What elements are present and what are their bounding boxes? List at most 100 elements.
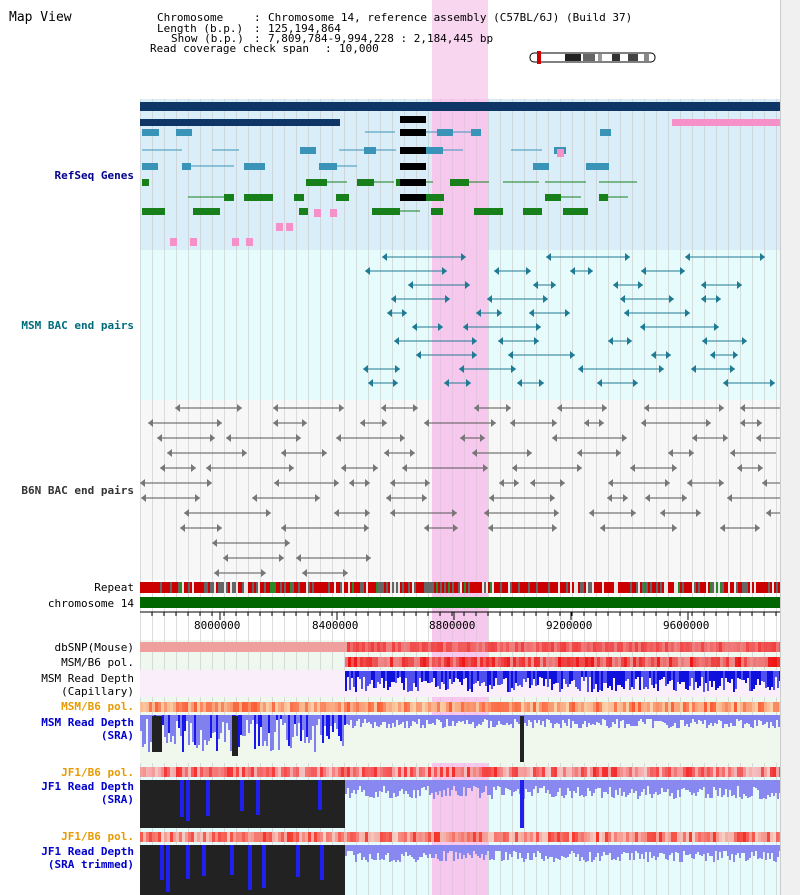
- jf1-sra-bar: [689, 780, 691, 792]
- b6n-bac-end: [210, 434, 215, 442]
- msm-pol-mark: [522, 657, 525, 667]
- repeat-mark: [530, 582, 532, 593]
- jf1-trim-bar: [505, 845, 507, 852]
- track-label-b6n-bac[interactable]: B6N BAC end pairs: [21, 484, 134, 497]
- repeat-mark: [576, 582, 578, 593]
- track-label-msm-bac[interactable]: MSM BAC end pairs: [21, 319, 134, 332]
- jf1-trim-bar: [695, 845, 697, 854]
- msm-sra-bar: [268, 715, 270, 733]
- dbsnp-mark: [221, 642, 224, 652]
- msm-sra-bar: [670, 715, 672, 727]
- jf1-pol-mark: [329, 767, 332, 777]
- jf1-sra-bar: [607, 780, 609, 794]
- b6n-bac-end: [616, 449, 621, 457]
- track-label-refseq[interactable]: RefSeq Genes: [54, 169, 134, 182]
- repeat-mark: [140, 582, 142, 593]
- jf1-pol-mark: [662, 767, 665, 777]
- jf1-pol-mark: [503, 767, 506, 777]
- b6n-bac-end: [584, 419, 589, 427]
- msm-pol2-mark: [770, 702, 773, 712]
- jf1-pol-mark: [140, 767, 143, 777]
- jf1-pol2-mark: [623, 832, 626, 842]
- msm-capillary-bar: [363, 671, 365, 677]
- dbsnp-mark: [380, 642, 383, 652]
- msm-sra-bar: [586, 715, 588, 727]
- msm-capillary-bar: [497, 671, 499, 685]
- msm-bac-end: [760, 253, 765, 261]
- msm-capillary-bar: [645, 671, 647, 687]
- dbsnp-mark: [545, 642, 548, 652]
- jf1-pol2-mark: [656, 832, 659, 842]
- msm-capillary-bar: [499, 671, 501, 685]
- jf1-pol-mark: [749, 767, 752, 777]
- repeat-mark: [240, 582, 242, 593]
- jf1-trim-bar: [551, 845, 553, 857]
- msm-pol2-mark: [494, 702, 497, 712]
- jf1-pol-mark: [194, 767, 197, 777]
- msm-pol2-mark: [305, 702, 308, 712]
- dbsnp-mark: [425, 642, 428, 652]
- dbsnp-mark: [452, 642, 455, 652]
- msm-capillary-bar: [659, 671, 661, 680]
- msm-sra-bar: [612, 715, 614, 722]
- jf1-trim-bar: [665, 845, 667, 859]
- jf1-trim-blue: [166, 845, 170, 892]
- jf1-trim-bar: [657, 845, 659, 857]
- jf1-sra-bar: [541, 780, 543, 788]
- jf1-pol2-mark: [572, 832, 575, 842]
- jf1-trim-bar: [737, 845, 739, 853]
- dbsnp-mark: [683, 642, 686, 652]
- msm-pol-mark: [426, 657, 429, 667]
- msm-sra-bar: [644, 715, 646, 724]
- msm-pol2-mark: [326, 702, 329, 712]
- jf1-pol-mark: [305, 767, 308, 777]
- repeat-mark: [318, 582, 320, 593]
- msm-bac-end: [497, 309, 502, 317]
- jf1-trim-bar: [403, 845, 405, 856]
- msm-capillary-bar: [711, 671, 713, 687]
- jf1-pol-mark: [170, 767, 173, 777]
- dbsnp-mark: [677, 642, 680, 652]
- msm-bac-end: [546, 253, 551, 261]
- msm-capillary-bar: [635, 671, 637, 679]
- jf1-sra-bar: [753, 780, 755, 787]
- jf1-sra-bar: [387, 780, 389, 791]
- msm-sra-bar: [356, 715, 358, 721]
- msm-sra-bar: [622, 715, 624, 720]
- dbsnp-mark: [323, 642, 326, 652]
- dbsnp-mark: [641, 642, 644, 652]
- msm-sra-bar: [192, 715, 194, 742]
- refseq-exon: [244, 163, 265, 170]
- msm-capillary-bar: [605, 671, 607, 683]
- dbsnp-mark: [167, 642, 170, 652]
- msm-pol2-mark: [629, 702, 632, 712]
- repeat-mark: [190, 582, 192, 593]
- msm-capillary-bar: [527, 671, 529, 678]
- msm-pol-mark: [498, 657, 501, 667]
- msm-bac-end: [472, 351, 477, 359]
- jf1-sra-bar: [411, 780, 413, 798]
- msm-pol2-mark: [341, 702, 344, 712]
- repeat-mark: [654, 582, 656, 593]
- axis-tick-label: 8400000: [312, 619, 359, 632]
- repeat-mark: [590, 582, 592, 593]
- msm-sra-bar: [176, 715, 178, 721]
- jf1-pol2-mark: [428, 832, 431, 842]
- repeat-mark: [532, 582, 534, 593]
- b6n-bac-end: [491, 419, 496, 427]
- jf1-trim-bar: [359, 845, 361, 853]
- dbsnp-mark: [599, 642, 602, 652]
- msm-pol-mark: [519, 657, 522, 667]
- msm-sra-bar: [754, 715, 756, 720]
- jf1-trim-blue: [248, 845, 252, 890]
- jf1-pol2-mark: [308, 832, 311, 842]
- msm-bac-end: [659, 365, 664, 373]
- msm-sra-bar: [376, 715, 378, 726]
- jf1-trim-bar: [699, 845, 701, 855]
- repeat-mark: [222, 582, 224, 593]
- repeat-mark: [474, 582, 476, 593]
- msm-sra-bar: [760, 715, 762, 721]
- b6n-bac-end: [141, 494, 146, 502]
- msm-pol2-mark: [194, 702, 197, 712]
